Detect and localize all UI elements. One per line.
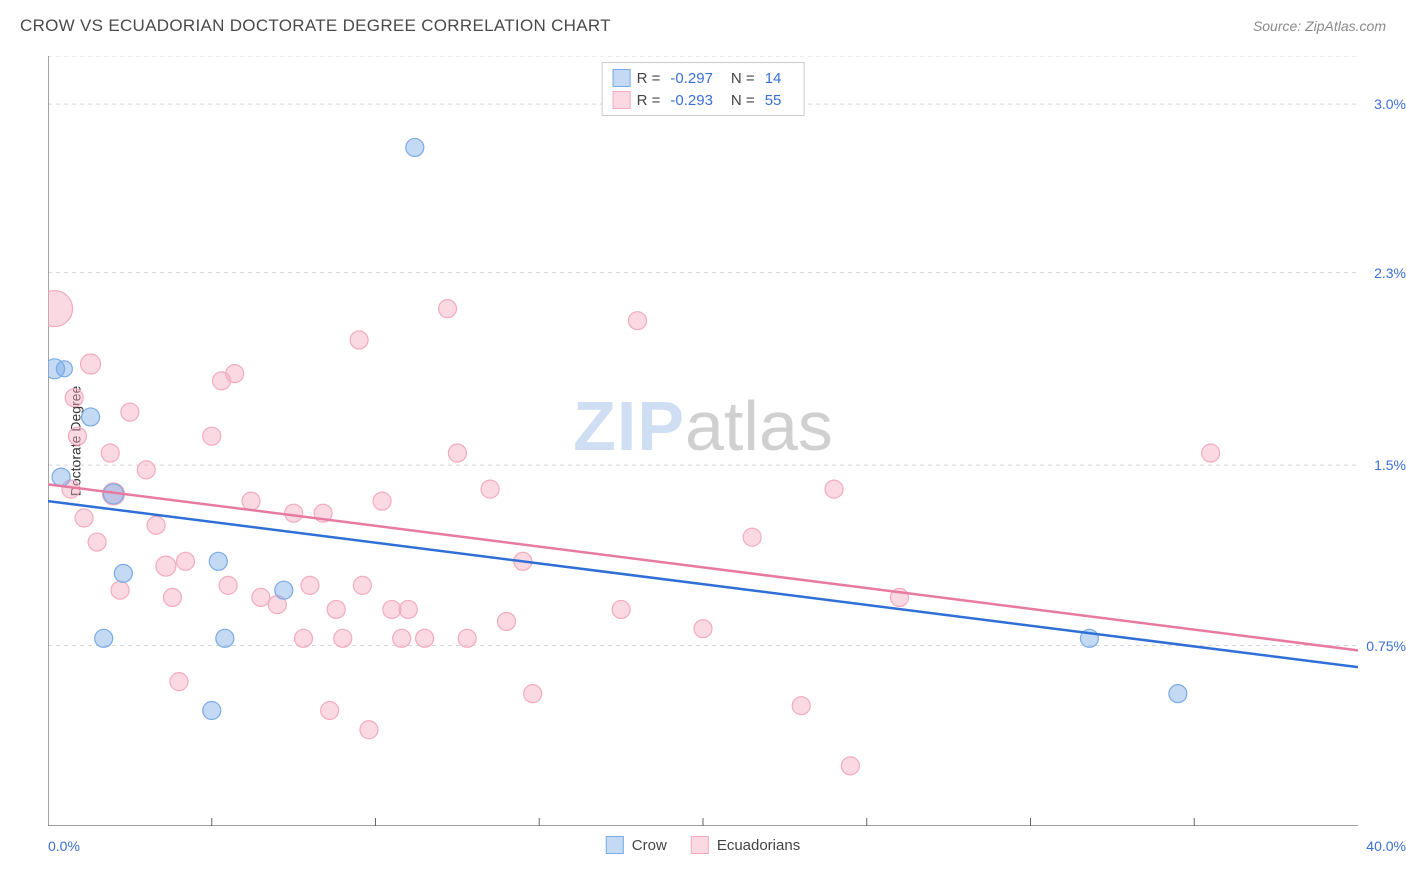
legend-row: R = -0.297 N = 14 <box>613 67 794 89</box>
legend-r-value: -0.297 <box>670 70 713 87</box>
y-tick-label: 1.5% <box>1374 457 1406 473</box>
chart-area: Doctorate Degree ZIPatlas R =-0.297N =14… <box>48 56 1358 826</box>
legend-series-name: Ecuadorians <box>717 837 800 854</box>
y-tick-label: 0.75% <box>1366 638 1406 654</box>
legend-n-value: 14 <box>765 70 782 87</box>
legend-item: Crow <box>606 836 667 854</box>
source-attribution: Source: ZipAtlas.com <box>1253 18 1386 34</box>
x-tick-label: 0.0% <box>48 838 80 854</box>
legend-swatch <box>691 836 709 854</box>
correlation-legend: R = -0.297 N = 14 R = -0.293 N = 55 <box>602 62 805 116</box>
y-tick-label: 3.0% <box>1374 96 1406 112</box>
legend-item: Ecuadorians <box>691 836 800 854</box>
legend-n-label: N = <box>731 70 755 87</box>
legend-swatch <box>606 836 624 854</box>
legend-row: R = -0.293 N = 55 <box>613 89 794 111</box>
legend-r-label: R = <box>637 92 661 109</box>
legend-n-value: 55 <box>765 92 782 109</box>
legend-n-label: N = <box>731 92 755 109</box>
legend-series-name: Crow <box>632 837 667 854</box>
chart-title: CROW VS ECUADORIAN DOCTORATE DEGREE CORR… <box>20 16 611 36</box>
header-bar: CROW VS ECUADORIAN DOCTORATE DEGREE CORR… <box>20 16 1386 36</box>
legend-swatch <box>613 69 631 87</box>
y-tick-label: 2.3% <box>1374 265 1406 281</box>
legend-swatch <box>613 91 631 109</box>
series-legend: Crow Ecuadorians <box>606 836 800 854</box>
legend-r-value: -0.293 <box>670 92 713 109</box>
legend-r-label: R = <box>637 70 661 87</box>
x-tick-label: 40.0% <box>1366 838 1406 854</box>
scatter-plot <box>48 56 1358 826</box>
